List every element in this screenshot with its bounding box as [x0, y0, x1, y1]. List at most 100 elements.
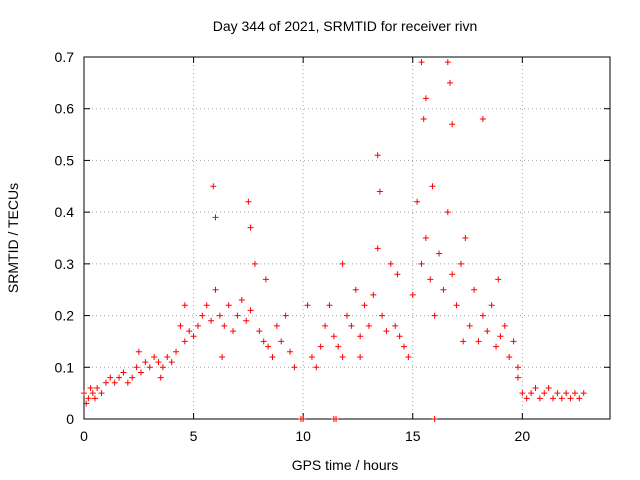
- data-point: [545, 384, 552, 391]
- data-point: [400, 343, 407, 350]
- data-point: [159, 364, 166, 371]
- data-point: [528, 390, 535, 397]
- data-point: [219, 353, 226, 360]
- data-point: [374, 245, 381, 252]
- data-point: [409, 291, 416, 298]
- data-point: [304, 302, 311, 309]
- data-point: [447, 79, 454, 86]
- x-tick-label: 15: [405, 428, 421, 444]
- data-point: [462, 235, 469, 241]
- data-point: [181, 302, 188, 309]
- y-tick-label: 0.5: [55, 152, 75, 168]
- data-point: [550, 395, 557, 402]
- data-point: [116, 374, 123, 381]
- data-point: [245, 198, 252, 205]
- data-point: [501, 322, 508, 329]
- data-point: [536, 395, 543, 402]
- data-point: [230, 328, 237, 335]
- chart-title: Day 344 of 2021, SRMTID for receiver riv…: [213, 18, 478, 34]
- data-point: [87, 384, 94, 391]
- data-point: [221, 322, 228, 329]
- data-point: [164, 353, 171, 360]
- data-point: [558, 395, 565, 402]
- data-point: [392, 322, 399, 329]
- data-point: [361, 302, 368, 309]
- data-point: [216, 312, 223, 319]
- data-point: [466, 322, 473, 329]
- data-point: [194, 322, 201, 329]
- x-tick-label: 0: [80, 428, 88, 444]
- data-point: [308, 353, 315, 360]
- data-point: [297, 416, 304, 422]
- data-point: [484, 328, 491, 335]
- data-point: [376, 188, 383, 195]
- data-point: [576, 395, 583, 402]
- data-points: [81, 59, 587, 422]
- data-point: [449, 121, 456, 128]
- data-point: [83, 400, 90, 407]
- data-point: [436, 250, 443, 257]
- data-point: [91, 395, 98, 402]
- y-tick-label: 0.3: [55, 256, 75, 272]
- data-point: [418, 59, 425, 66]
- data-point: [322, 322, 329, 329]
- data-point: [422, 95, 429, 102]
- y-tick-label: 0.4: [55, 204, 75, 220]
- data-point: [177, 322, 184, 329]
- data-point: [514, 374, 521, 381]
- data-point: [383, 328, 390, 335]
- data-point: [199, 312, 206, 319]
- data-point: [357, 353, 364, 360]
- data-point: [444, 209, 451, 216]
- data-point: [186, 328, 193, 335]
- data-point: [94, 384, 101, 391]
- data-point: [495, 276, 502, 283]
- x-axis-label: GPS time / hours: [292, 457, 399, 473]
- data-point: [326, 302, 333, 309]
- data-point: [488, 302, 495, 309]
- data-point: [475, 338, 482, 345]
- data-point: [262, 276, 269, 283]
- data-point: [210, 183, 217, 190]
- data-point: [313, 364, 320, 371]
- data-point: [374, 152, 381, 159]
- data-point: [247, 224, 254, 231]
- data-point: [348, 322, 355, 329]
- data-point: [352, 286, 359, 293]
- data-point: [497, 333, 504, 340]
- data-point: [571, 390, 578, 397]
- data-point: [379, 312, 386, 319]
- data-point: [98, 390, 105, 397]
- data-point: [471, 286, 478, 293]
- data-point: [449, 271, 456, 278]
- data-point: [81, 390, 87, 397]
- x-tick-label: 20: [515, 428, 531, 444]
- data-point: [168, 359, 175, 366]
- data-point: [514, 364, 521, 371]
- data-point: [269, 353, 276, 360]
- data-point: [457, 260, 464, 267]
- y-tick-label: 0: [66, 411, 74, 427]
- data-point: [440, 286, 447, 293]
- data-point: [317, 343, 324, 350]
- data-point: [256, 328, 263, 335]
- data-point: [563, 390, 570, 397]
- data-point: [418, 260, 425, 267]
- data-point: [427, 276, 434, 283]
- data-point: [234, 312, 241, 319]
- data-point: [124, 379, 131, 386]
- data-point: [120, 369, 127, 376]
- data-point: [510, 338, 517, 345]
- data-point: [157, 374, 164, 381]
- data-point: [247, 307, 254, 314]
- data-point: [265, 343, 272, 350]
- data-point: [273, 322, 280, 329]
- data-point: [396, 333, 403, 340]
- data-point: [344, 312, 350, 319]
- y-tick-label: 0.1: [55, 359, 75, 375]
- x-tick-label: 5: [190, 428, 198, 444]
- data-point: [414, 198, 421, 205]
- data-point: [133, 364, 140, 371]
- x-tick-label: 10: [295, 428, 311, 444]
